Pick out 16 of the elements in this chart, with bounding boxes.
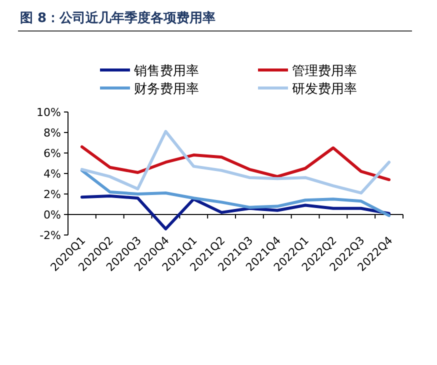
- y-tick-label: 0%: [44, 208, 61, 222]
- y-tick-label: -2%: [40, 229, 61, 242]
- legend-label: 管理费用率: [292, 63, 357, 79]
- legend-label: 销售费用率: [133, 63, 199, 79]
- line-series: [80, 194, 391, 230]
- y-tick-label: 10%: [36, 106, 61, 119]
- line-series: [80, 130, 391, 194]
- chart-title: 图 8：公司近几年季度各项费用率: [20, 10, 216, 26]
- y-tick-label: 4%: [44, 168, 61, 180]
- line-series: [80, 168, 391, 218]
- line-series: [80, 145, 391, 182]
- legend-label: 财务费用率: [134, 81, 199, 97]
- y-tick-label: 8%: [44, 126, 61, 140]
- y-tick-label: 2%: [44, 188, 61, 201]
- legend-label: 研发费用率: [292, 81, 357, 97]
- y-tick-label: 6%: [44, 147, 61, 160]
